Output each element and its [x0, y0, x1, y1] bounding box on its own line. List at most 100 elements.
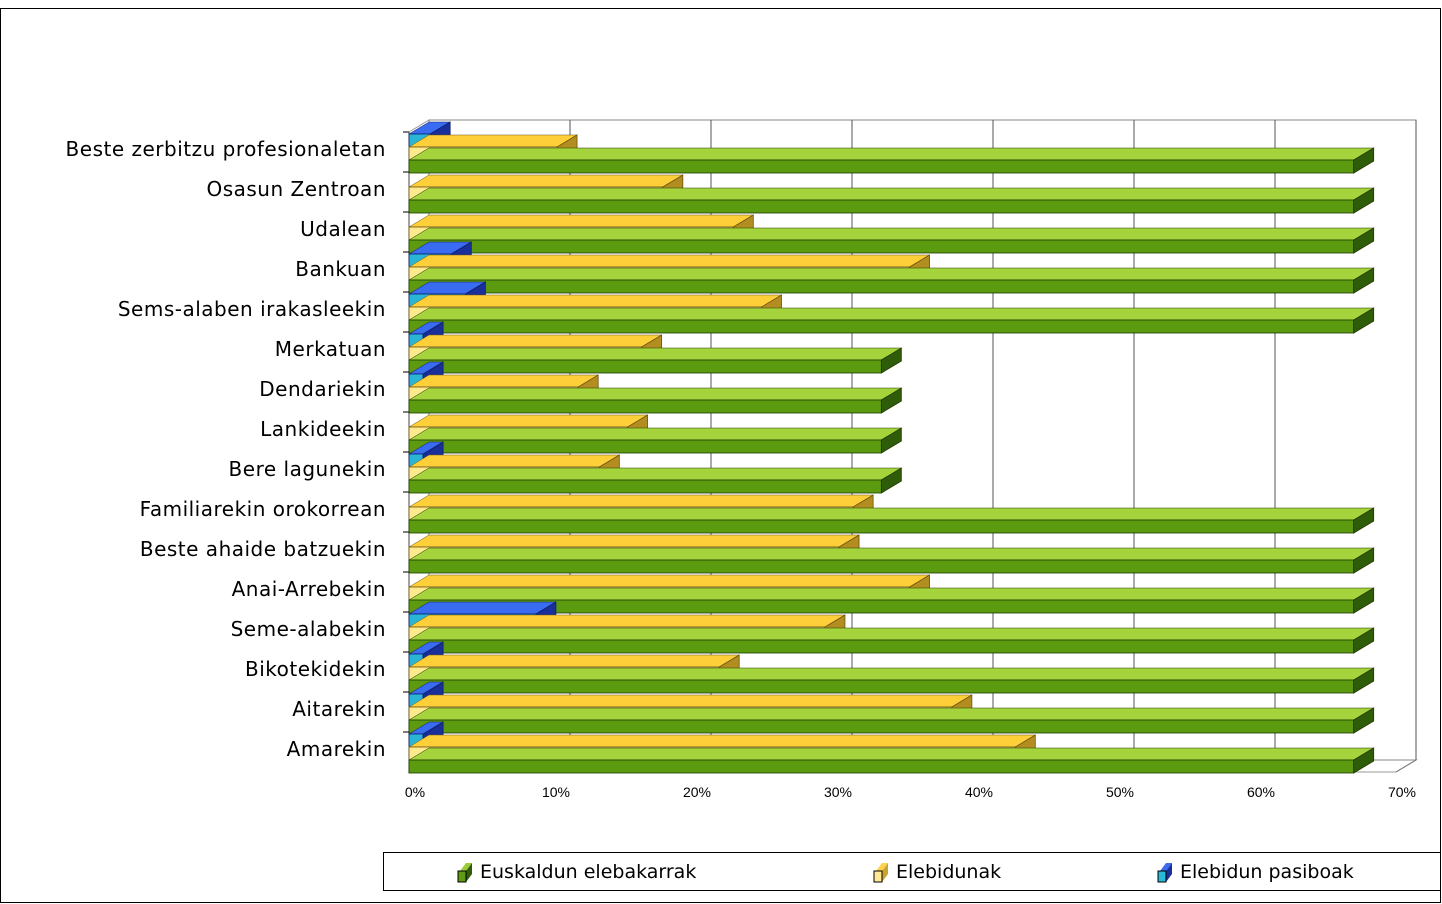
floor-line-7 — [1395, 759, 1417, 773]
bar-top-1 — [408, 694, 973, 708]
bar-0 — [408, 519, 1355, 534]
category-label: Lankideekin — [260, 417, 386, 441]
legend-swatch-1 — [873, 863, 888, 883]
bar-end-0 — [1353, 627, 1375, 654]
legend: Euskaldun elebakarrak Elebidunak Elebidu… — [383, 852, 1441, 891]
bar-top-1 — [408, 414, 649, 428]
bar-end-0 — [1353, 307, 1375, 334]
bar-top-0 — [408, 387, 903, 401]
legend-item-0: Euskaldun elebakarrak — [456, 859, 696, 885]
bar-0 — [408, 199, 1355, 214]
category-label: Bikotekidekin — [245, 657, 386, 681]
x-tick-label-7: 70% — [1388, 784, 1416, 800]
bar-0 — [408, 479, 882, 494]
bar-top-0 — [408, 707, 1375, 721]
bar-0 — [408, 399, 882, 414]
bar-top-0 — [408, 187, 1375, 201]
category-label: Seme-alabekin — [231, 617, 386, 641]
bar-top-0 — [408, 347, 903, 361]
bar-top-1 — [408, 654, 741, 668]
bar-top-0 — [408, 747, 1375, 761]
category-label: Bere lagunekin — [229, 457, 386, 481]
bar-top-0 — [408, 507, 1375, 521]
category-label: Osasun Zentroan — [206, 177, 386, 201]
legend-label-2: Elebidun pasiboak — [1180, 861, 1354, 883]
bar-top-0 — [408, 667, 1375, 681]
bar-top-0 — [408, 227, 1375, 241]
bar-top-1 — [408, 534, 860, 548]
bar-end-0 — [1353, 547, 1375, 574]
x-tick-label-3: 30% — [824, 784, 852, 800]
bar-end-0 — [880, 387, 902, 414]
bar-top-1 — [408, 734, 1037, 748]
bar-top-0 — [408, 427, 903, 441]
bar-end-0 — [1353, 587, 1375, 614]
bar-0 — [408, 439, 882, 454]
bar-end-0 — [1353, 267, 1375, 294]
bar-0 — [408, 559, 1355, 574]
bar-top-0 — [408, 267, 1375, 281]
category-label: Bankuan — [295, 257, 386, 281]
legend-item-1: Elebidunak — [872, 859, 1001, 885]
bar-top-0 — [408, 307, 1375, 321]
bar-top-1 — [408, 494, 875, 508]
bar-top-0 — [408, 147, 1375, 161]
bar-end-0 — [1353, 227, 1375, 254]
bar-0 — [408, 759, 1355, 774]
bar-end-0 — [1353, 667, 1375, 694]
x-tick-label-5: 50% — [1106, 784, 1134, 800]
bar-end-0 — [1353, 147, 1375, 174]
bar-end-0 — [1353, 187, 1375, 214]
bar-top-1 — [408, 374, 600, 388]
bar-end-0 — [1353, 707, 1375, 734]
bar-0 — [408, 639, 1355, 654]
category-label: Merkatuan — [275, 337, 386, 361]
bar-top-1 — [408, 254, 931, 268]
category-label: Dendariekin — [259, 377, 386, 401]
bar-0 — [408, 679, 1355, 694]
bar-top-2 — [408, 601, 557, 615]
bar-top-1 — [408, 574, 931, 588]
x-tick-label-2: 20% — [683, 784, 711, 800]
x-tick-label-4: 40% — [965, 784, 993, 800]
category-label: Sems-alaben irakasleekin — [118, 297, 386, 321]
legend-swatch-0 — [457, 863, 472, 883]
x-tick-label-1: 10% — [542, 784, 570, 800]
x-tick-label-0: 0% — [405, 784, 425, 800]
category-label: Udalean — [300, 217, 386, 241]
category-label: Beste zerbitzu profesionaletan — [66, 137, 386, 161]
bar-end-0 — [1353, 747, 1375, 774]
bar-top-1 — [408, 454, 621, 468]
category-label: Beste ahaide batzuekin — [140, 537, 386, 561]
bar-end-0 — [1353, 507, 1375, 534]
bar-0 — [408, 319, 1355, 334]
category-label: Familiarekin orokorrean — [140, 497, 386, 521]
bar-end-0 — [880, 347, 902, 374]
category-label: Anai-Arrebekin — [232, 577, 386, 601]
bar-top-1 — [408, 174, 684, 188]
bar-top-1 — [408, 294, 783, 308]
legend-item-2: Elebidun pasiboak — [1156, 859, 1354, 885]
category-label: Aitarekin — [292, 697, 386, 721]
bar-top-1 — [408, 134, 578, 148]
bar-top-0 — [408, 627, 1375, 641]
legend-swatch-2 — [1157, 863, 1172, 883]
legend-label-1: Elebidunak — [896, 861, 1002, 883]
legend-label-0: Euskaldun elebakarrak — [480, 861, 697, 883]
x-tick-label-6: 60% — [1247, 784, 1275, 800]
bar-0 — [408, 239, 1355, 254]
bar-0 — [408, 159, 1355, 174]
category-label: Amarekin — [287, 737, 386, 761]
bar-0 — [408, 279, 1355, 294]
bar-top-0 — [408, 467, 903, 481]
bar-0 — [408, 359, 882, 374]
bar-top-1 — [408, 334, 663, 348]
bar-0 — [408, 719, 1355, 734]
bar-top-1 — [408, 214, 755, 228]
bar-top-0 — [408, 547, 1375, 561]
bar-end-0 — [880, 467, 902, 494]
bar-end-0 — [880, 427, 902, 454]
bar-top-0 — [408, 587, 1375, 601]
bar-top-1 — [408, 614, 846, 628]
